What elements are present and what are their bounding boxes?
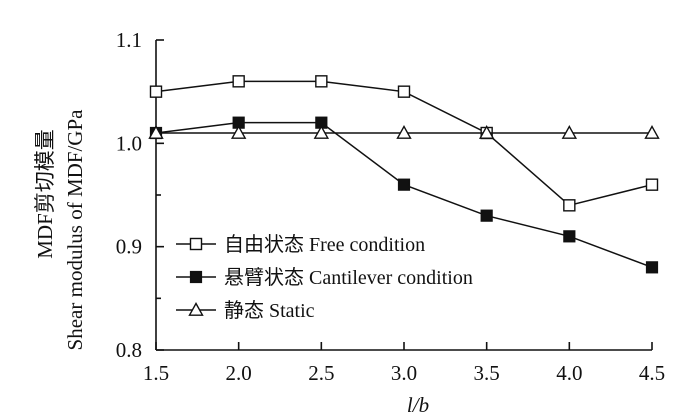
y-axis-labels: MDF剪切模量 Shear modulus of MDF/GPa	[33, 109, 87, 351]
legend-marker	[189, 270, 203, 284]
data-point	[645, 178, 659, 191]
data-point	[232, 75, 245, 88]
data-point	[561, 125, 578, 139]
series-2	[148, 125, 660, 139]
x-tick-label: 1.5	[143, 361, 169, 385]
legend-marker	[188, 302, 204, 316]
y-tick-label: 1.1	[116, 28, 142, 52]
data-point	[313, 125, 330, 139]
x-tick-label: 2.5	[308, 361, 334, 385]
legend-entry: 自由状态 Free condition	[176, 233, 425, 256]
data-point	[397, 85, 411, 98]
legend-label: 静态 Static	[224, 299, 315, 322]
legend: 自由状态 Free condition 悬臂状态 Cantilever condi…	[176, 233, 473, 322]
legend-entry: 悬臂状态 Cantilever condition	[176, 266, 473, 289]
data-point	[563, 199, 576, 212]
y-tick-label: 1.0	[116, 131, 142, 155]
data-point	[230, 125, 247, 139]
y-tick-label: 0.8	[116, 338, 142, 362]
data-point	[644, 125, 660, 139]
legend-entry: 静态 Static	[176, 299, 315, 322]
y-tick-label: 0.9	[116, 235, 142, 259]
data-point	[149, 85, 163, 98]
data-point	[315, 75, 328, 88]
series-layer	[148, 75, 660, 274]
x-tick-label: 2.0	[226, 361, 252, 385]
data-point	[645, 261, 659, 274]
data-point	[478, 125, 495, 139]
legend-marker	[189, 237, 203, 251]
x-axis-label: l/b	[407, 393, 429, 417]
data-point	[563, 230, 576, 243]
data-point	[396, 125, 412, 139]
x-tick-label: 4.5	[639, 361, 665, 385]
x-tick-label: 3.5	[474, 361, 500, 385]
series-1	[149, 116, 659, 274]
data-point	[397, 178, 411, 191]
legend-label: 悬臂状态 Cantilever condition	[224, 266, 473, 289]
y-axis-label-english: Shear modulus of MDF/GPa	[63, 109, 87, 351]
y-axis-label-chinese: MDF剪切模量	[33, 129, 57, 259]
x-tick-label: 3.0	[391, 361, 417, 385]
data-point	[480, 209, 493, 222]
data-point	[148, 125, 164, 139]
legend-label: 自由状态 Free condition	[224, 233, 425, 256]
axes: 0.8 0.9 1.0 1.1 1.5 2.0 2.5 3.0 3.5 4.0 4.5	[116, 28, 665, 385]
x-tick-label: 4.0	[556, 361, 582, 385]
